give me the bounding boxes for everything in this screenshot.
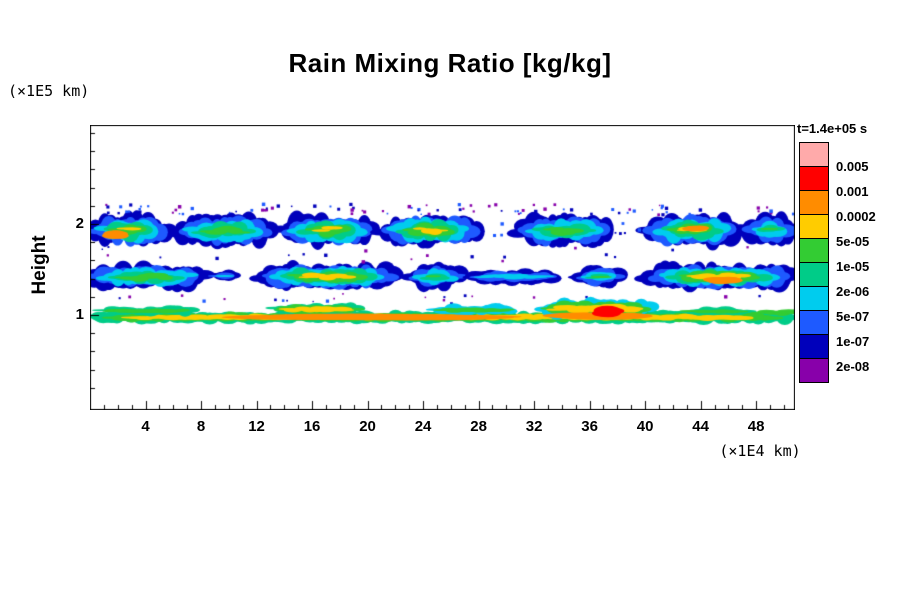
x-tick-label: 12 [248, 418, 265, 435]
x-tick-label: 4 [141, 418, 150, 435]
x-tick-label: 8 [196, 418, 206, 435]
colorbar-label: 0.0002 [836, 209, 876, 224]
y-axis-unit-label: (×1E5 km) [8, 82, 90, 100]
x-tick-label: 20 [359, 418, 376, 435]
colorbar-label: 1e-07 [836, 334, 870, 349]
x-axis-unit-label: (×1E4 km) [719, 442, 801, 460]
colorbar-swatch [799, 238, 829, 263]
y-tick-label: 1 [75, 305, 84, 323]
chart-title: Rain Mixing Ratio [kg/kg] [288, 48, 612, 78]
x-tick-label: 36 [581, 418, 598, 435]
colorbar-swatch [799, 166, 829, 191]
x-tick-label: 48 [747, 418, 765, 435]
colorbar-swatch [799, 190, 829, 215]
legend-time-label: t=1.4e+05 s [797, 121, 868, 136]
x-tick-label: 16 [303, 418, 321, 435]
colorbar-swatch [799, 286, 829, 311]
colorbar-label: 0.005 [836, 159, 869, 174]
colorbar-label: 0.001 [836, 184, 869, 199]
colorbar-swatch [799, 310, 829, 335]
x-tick-label: 28 [470, 418, 487, 435]
colorbar-label: 5e-07 [836, 309, 870, 324]
x-tick-label: 44 [692, 418, 709, 435]
colorbar-label: 2e-08 [836, 359, 870, 374]
colorbar-swatch [799, 142, 829, 167]
colorbar-label: 2e-06 [836, 284, 870, 299]
colorbar-swatch [799, 262, 829, 287]
y-axis-label: Height [29, 235, 50, 295]
x-tick-label: 32 [525, 418, 543, 435]
x-tick-label: 40 [636, 418, 654, 435]
colorbar-label: 5e-05 [836, 234, 870, 249]
colorbar [799, 142, 829, 383]
y-tick-label: 2 [75, 214, 84, 232]
colorbar-swatch [799, 214, 829, 239]
colorbar-swatch [799, 334, 829, 359]
plot-canvas [90, 125, 795, 410]
colorbar-swatch [799, 358, 829, 383]
x-tick-label: 24 [414, 418, 432, 435]
colorbar-label: 1e-05 [836, 259, 870, 274]
